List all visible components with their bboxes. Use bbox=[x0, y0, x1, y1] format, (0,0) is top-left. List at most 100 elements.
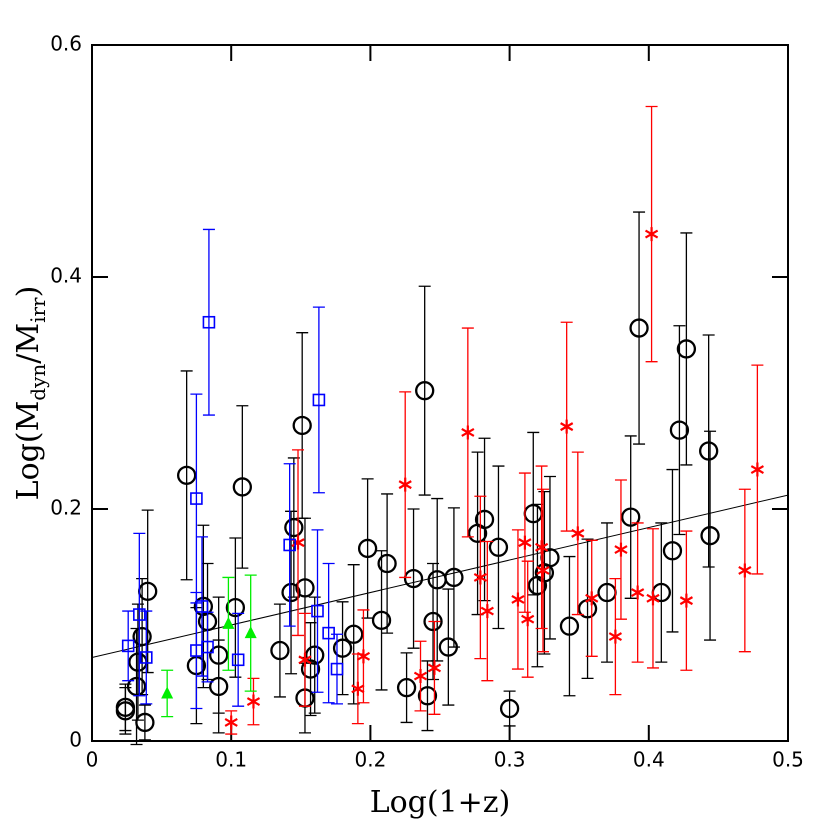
point bbox=[480, 604, 494, 619]
point bbox=[225, 597, 246, 618]
point bbox=[461, 425, 475, 440]
point bbox=[535, 540, 549, 555]
error-bar bbox=[601, 522, 614, 663]
plot-frame bbox=[91, 44, 789, 742]
error-bar bbox=[361, 478, 374, 619]
point bbox=[518, 535, 532, 550]
error-bar bbox=[122, 610, 135, 682]
error-bar bbox=[624, 435, 637, 599]
error-bar bbox=[447, 507, 460, 648]
error-bar bbox=[322, 562, 335, 704]
x-tick-label: 0.2 bbox=[354, 748, 386, 772]
point bbox=[427, 660, 442, 675]
error-bar bbox=[704, 430, 717, 641]
point bbox=[621, 507, 641, 527]
y-label-sub: irr bbox=[26, 297, 50, 323]
x-tick-label: 0 bbox=[86, 748, 99, 772]
error-bar bbox=[133, 532, 146, 697]
error-bar bbox=[666, 468, 679, 633]
point bbox=[521, 612, 535, 627]
point bbox=[121, 639, 135, 653]
point bbox=[488, 537, 509, 557]
point bbox=[571, 526, 585, 541]
error-bar bbox=[229, 537, 242, 678]
point bbox=[135, 712, 155, 733]
point bbox=[629, 318, 649, 338]
point bbox=[298, 652, 312, 667]
point bbox=[423, 611, 443, 632]
point bbox=[357, 538, 378, 559]
point bbox=[377, 553, 397, 574]
error-bar bbox=[471, 451, 484, 616]
y-label-part: ) bbox=[11, 286, 46, 298]
x-tick-label: 0.4 bbox=[633, 748, 665, 772]
point bbox=[295, 578, 315, 598]
y-label-part: Log(M bbox=[11, 401, 46, 501]
point bbox=[201, 640, 214, 654]
error-bar bbox=[563, 555, 576, 697]
error-bar bbox=[702, 334, 715, 568]
error-bar bbox=[285, 510, 298, 675]
error-bar bbox=[273, 603, 286, 698]
point bbox=[371, 610, 392, 631]
point bbox=[662, 541, 683, 561]
point bbox=[608, 629, 623, 644]
x-tick-label: 0.3 bbox=[494, 748, 526, 772]
point bbox=[398, 477, 412, 492]
point bbox=[330, 662, 344, 676]
point bbox=[700, 526, 720, 546]
point bbox=[396, 677, 417, 698]
error-bar bbox=[141, 509, 154, 674]
point bbox=[126, 676, 147, 697]
error-bar bbox=[421, 660, 434, 732]
error-bar bbox=[538, 490, 551, 655]
point bbox=[499, 698, 520, 719]
x-tick-label: 0.1 bbox=[215, 748, 247, 772]
error-bar bbox=[190, 393, 203, 604]
y-tick-label: 0 bbox=[69, 728, 82, 752]
point bbox=[351, 681, 365, 696]
point bbox=[536, 563, 550, 578]
error-bar bbox=[400, 652, 413, 724]
point bbox=[281, 582, 301, 603]
point bbox=[614, 542, 628, 557]
error-bar bbox=[581, 538, 594, 680]
point bbox=[473, 570, 487, 585]
error-bar bbox=[180, 370, 193, 581]
point bbox=[322, 626, 335, 640]
point bbox=[417, 686, 438, 706]
error-bar bbox=[655, 522, 668, 663]
point bbox=[305, 645, 325, 665]
y-label-sub: dyn bbox=[26, 364, 50, 401]
point bbox=[332, 638, 353, 658]
error-bar bbox=[503, 690, 516, 727]
point bbox=[246, 694, 261, 709]
point bbox=[474, 509, 495, 530]
point bbox=[344, 624, 364, 644]
error-bar bbox=[202, 228, 215, 416]
y-label-part: /M bbox=[11, 323, 46, 364]
point bbox=[646, 591, 660, 606]
error-bar bbox=[407, 508, 420, 649]
point bbox=[750, 462, 764, 477]
point bbox=[511, 592, 525, 607]
error-bar bbox=[673, 325, 686, 536]
point bbox=[312, 393, 326, 407]
point bbox=[270, 640, 290, 661]
point bbox=[669, 420, 690, 440]
point bbox=[311, 604, 324, 618]
y-axis-label: Log(Mdyn/Mirr) bbox=[11, 286, 50, 501]
point bbox=[300, 659, 321, 679]
point bbox=[190, 492, 203, 505]
point bbox=[209, 676, 229, 697]
point bbox=[133, 608, 146, 621]
point bbox=[132, 626, 152, 647]
point bbox=[222, 616, 235, 629]
error-bar bbox=[311, 529, 324, 693]
point bbox=[738, 563, 752, 578]
error-bar bbox=[418, 285, 431, 496]
x-tick-label: 0.5 bbox=[772, 748, 804, 772]
point bbox=[356, 649, 371, 664]
point bbox=[177, 465, 197, 486]
